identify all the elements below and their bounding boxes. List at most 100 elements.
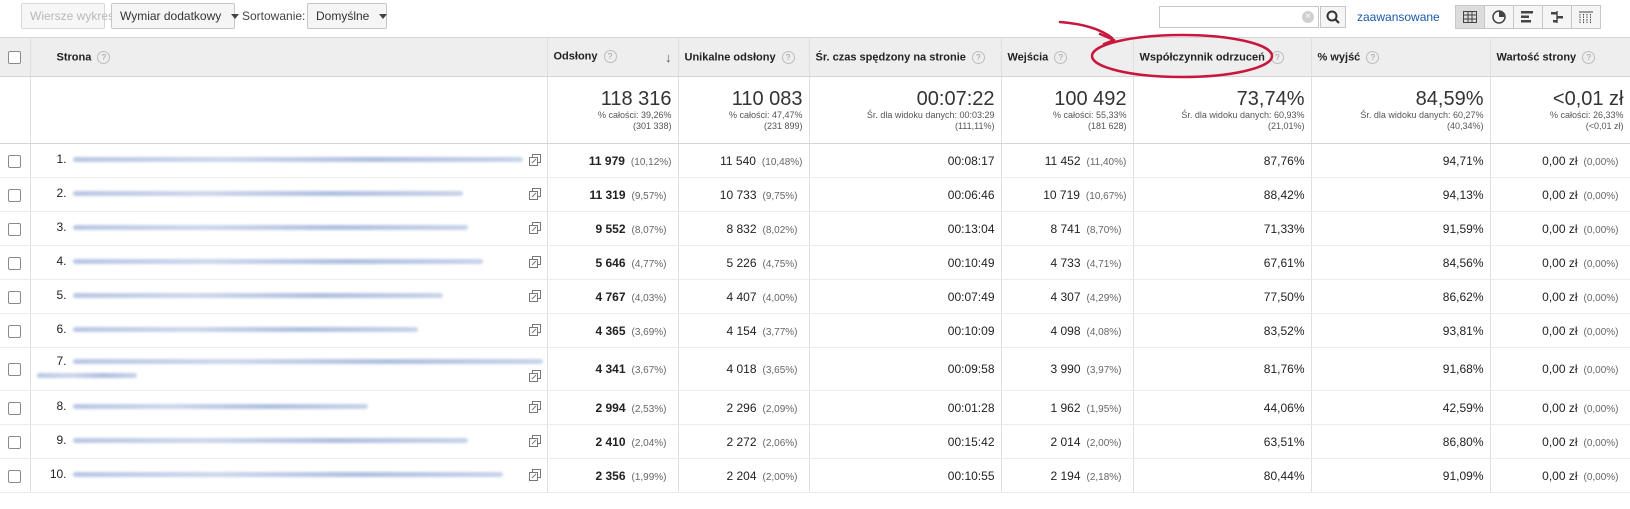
exit-pct-cell: 91,59% — [1311, 211, 1491, 246]
bar-view-button[interactable] — [1514, 6, 1543, 28]
total-overall: (<0,01 zł) — [1585, 121, 1624, 131]
comparison-view-button[interactable] — [1543, 6, 1572, 28]
pageviews-share: (3,67%) — [631, 365, 667, 376]
pageviews-share: (10,12%) — [630, 156, 672, 168]
help-icon[interactable]: ? — [1054, 50, 1068, 64]
total-share: % całości: 55,33% — [1052, 110, 1127, 120]
help-icon[interactable]: ? — [781, 50, 795, 64]
column-header-bounce-rate[interactable]: Współczynnik odrzuceń? — [1133, 37, 1312, 77]
help-icon[interactable]: ? — [1366, 50, 1380, 64]
bounce-rate-cell: 67,61% — [1133, 245, 1312, 280]
row-number: 6. — [56, 322, 67, 336]
open-external-icon[interactable] — [528, 154, 541, 169]
row-checkbox[interactable] — [8, 188, 22, 202]
open-external-icon[interactable] — [528, 469, 541, 484]
total-page-value: <0,01 zł% całości: 26,33% (<0,01 zł) — [1490, 76, 1630, 144]
sort-dropdown[interactable]: Domyślne — [307, 3, 388, 29]
open-external-icon[interactable] — [528, 222, 541, 237]
page-url-redacted[interactable] — [36, 372, 137, 378]
row-checkbox[interactable] — [8, 222, 22, 236]
open-external-icon[interactable] — [528, 401, 541, 416]
bounce-rate-value: 88,42% — [1263, 187, 1305, 202]
help-icon[interactable]: ? — [971, 50, 985, 64]
page-value-cell: 0,00 zł (0,00%) — [1490, 177, 1630, 212]
page-cell: 10. — [30, 458, 548, 493]
open-external-icon[interactable] — [528, 188, 541, 203]
clear-icon[interactable]: × — [1302, 11, 1314, 23]
total-share: Śr. dla widoku danych: 60,27% — [1360, 110, 1484, 120]
pivot-view-button[interactable] — [1572, 6, 1600, 28]
column-header-page-value[interactable]: Wartość strony? — [1490, 37, 1630, 77]
column-label: Współczynnik odrzuceń — [1139, 50, 1265, 63]
column-header-entrances[interactable]: Wejścia? — [1001, 37, 1134, 77]
table-row: 1. 11 979 (10,12%) 11 540 (10,48%) 00:08:17 11… — [0, 143, 1630, 178]
row-select-cell — [0, 177, 31, 212]
bounce-rate-value: 67,61% — [1263, 255, 1305, 270]
exit-pct-value: 86,80% — [1442, 434, 1484, 449]
search-input[interactable]: × — [1159, 6, 1319, 28]
table-view-button[interactable] — [1456, 6, 1485, 28]
help-icon[interactable]: ? — [97, 50, 111, 64]
pageviews-share: (8,07%) — [631, 224, 667, 236]
row-checkbox[interactable] — [8, 469, 22, 483]
unique-pageviews-cell: 8 832 (8,02%) — [678, 211, 810, 246]
chart-rows-button[interactable]: Wiersze wykresu — [21, 3, 121, 29]
page-url-redacted[interactable] — [72, 472, 503, 478]
open-external-icon[interactable] — [528, 324, 541, 339]
select-all-checkbox[interactable] — [8, 50, 22, 64]
page-url-redacted[interactable] — [72, 404, 368, 410]
unique-pageviews-value: 8 832 — [726, 221, 757, 236]
row-checkbox[interactable] — [8, 401, 22, 415]
row-checkbox[interactable] — [8, 290, 22, 304]
total-share: % całości: 39,26% — [597, 110, 672, 120]
pageviews-value: 4 365 — [595, 323, 626, 338]
column-header-page[interactable]: Strona? — [30, 37, 548, 77]
open-external-icon[interactable] — [528, 369, 541, 385]
open-external-icon[interactable] — [528, 290, 541, 305]
row-checkbox[interactable] — [8, 363, 22, 377]
page-url-redacted[interactable] — [72, 225, 468, 231]
open-external-icon[interactable] — [528, 435, 541, 450]
total-unique-pageviews: 110 083% całości: 47,47% (231 899) — [678, 76, 810, 144]
unique-pageviews-share: (2,09%) — [762, 403, 798, 415]
row-checkbox[interactable] — [8, 324, 22, 338]
bounce-rate-cell: 80,44% — [1133, 458, 1312, 493]
row-select-cell — [0, 424, 31, 459]
page-url-redacted[interactable] — [72, 438, 468, 444]
pie-view-button[interactable] — [1485, 6, 1514, 28]
page-url-redacted[interactable] — [72, 358, 543, 364]
pageviews-cell: 9 552 (8,07%) — [547, 211, 679, 246]
column-header-pageviews[interactable]: Odsłony? ↓ — [547, 37, 679, 77]
row-checkbox[interactable] — [8, 256, 22, 270]
column-header-unique-pageviews[interactable]: Unikalne odsłony? — [678, 37, 810, 77]
search-button[interactable] — [1320, 6, 1346, 28]
row-checkbox[interactable] — [8, 154, 22, 168]
secondary-dimension-dropdown[interactable]: Wymiar dodatkowy — [111, 3, 240, 29]
row-select-cell — [0, 245, 31, 280]
column-label: Strona — [56, 50, 92, 63]
totals-row: 118 316% całości: 39,26% (301 338) 110 08… — [0, 76, 1630, 144]
column-header-avg-time[interactable]: Śr. czas spędzony na stronie? — [809, 37, 1002, 77]
row-checkbox[interactable] — [8, 435, 22, 449]
page-url-redacted[interactable] — [72, 157, 523, 163]
help-icon[interactable]: ? — [1270, 50, 1284, 64]
total-exit-pct: 84,59% Śr. dla widoku danych: 60,27% (40,3… — [1311, 76, 1491, 144]
page-value-value: 0,00 zł — [1542, 153, 1578, 168]
page-url-redacted[interactable] — [72, 327, 418, 333]
page-url-redacted[interactable] — [72, 191, 463, 197]
help-icon[interactable]: ? — [1582, 50, 1596, 64]
total-overall: (301 338) — [632, 121, 672, 131]
bounce-rate-cell: 77,50% — [1133, 279, 1312, 314]
help-icon[interactable]: ? — [603, 49, 617, 63]
row-number: 5. — [56, 288, 67, 302]
page-url-redacted[interactable] — [72, 293, 443, 299]
pageviews-share: (2,53%) — [631, 403, 667, 415]
unique-pageviews-share: (10,48%) — [761, 156, 803, 168]
unique-pageviews-share: (9,75%) — [762, 190, 798, 202]
page-url-redacted[interactable] — [72, 259, 483, 265]
unique-pageviews-value: 2 272 — [726, 434, 757, 449]
open-external-icon[interactable] — [528, 256, 541, 271]
entrances-cell: 4 307 (4,29%) — [1001, 279, 1134, 314]
advanced-filter-link[interactable]: zaawansowane — [1357, 10, 1440, 24]
column-header-exit-pct[interactable]: % wyjść? — [1311, 37, 1491, 77]
